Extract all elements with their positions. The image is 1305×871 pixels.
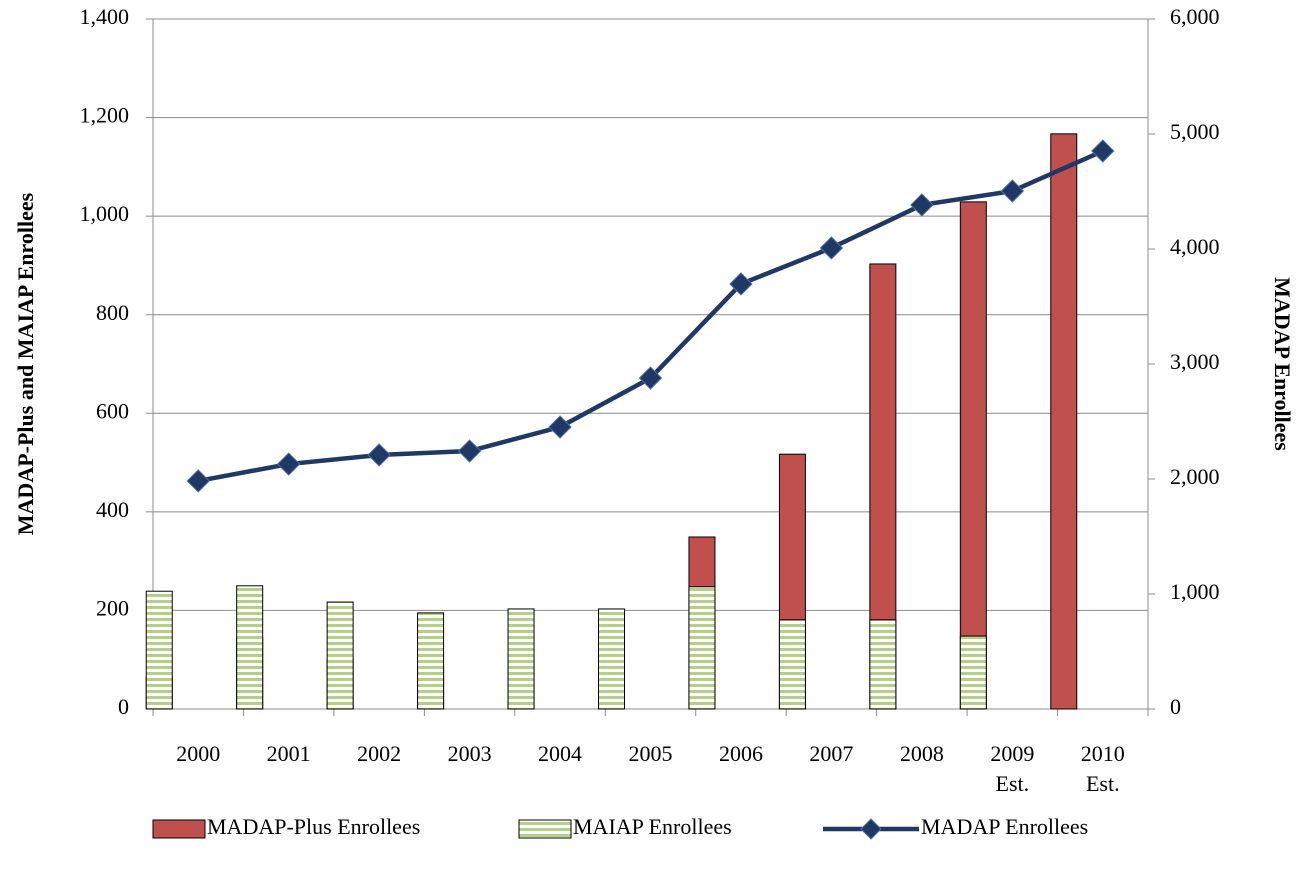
- legend-label: MADAP Enrollees: [921, 814, 1088, 839]
- x-tick-label: 2003: [447, 741, 492, 766]
- legend-label: MAIAP Enrollees: [573, 814, 732, 839]
- bar: [598, 608, 625, 710]
- y-tick-label: 400: [96, 497, 129, 522]
- y-tick-label: 0: [118, 694, 129, 719]
- marker: [819, 236, 844, 260]
- y-tick-label: 200: [96, 595, 129, 620]
- y2-tick-label: 3,000: [1170, 349, 1220, 374]
- x-tick-label: 2005: [628, 741, 673, 766]
- y2-tick-label: 6,000: [1170, 4, 1220, 29]
- x-tick-label: 2006: [718, 741, 763, 766]
- marker: [729, 272, 753, 296]
- legend-label: MADAP-Plus Enrollees: [207, 814, 420, 839]
- marker: [367, 443, 391, 467]
- y2-axis-title: MADAP Enrollees: [1270, 277, 1295, 451]
- bar: [869, 619, 897, 710]
- y-tick-label: 600: [96, 398, 129, 423]
- bar: [326, 601, 354, 710]
- y2-tick-label: 0: [1170, 694, 1181, 719]
- y-tick-label: 800: [96, 300, 129, 325]
- legend-swatch: [518, 819, 572, 839]
- bar: [417, 612, 445, 710]
- y-tick-label: 1,200: [80, 103, 130, 128]
- x-tick-label: 2009 Est.: [990, 741, 1035, 796]
- x-tick-label: 2004: [538, 741, 583, 766]
- marker: [910, 193, 934, 217]
- bar: [1050, 133, 1078, 710]
- marker: [1091, 139, 1115, 163]
- marker: [1000, 179, 1025, 203]
- y-tick-label: 1,400: [80, 4, 130, 29]
- legend-marker: [860, 818, 882, 840]
- bar: [236, 585, 264, 710]
- y-axis-title: MADAP-Plus and MAIAP Enrollees: [13, 192, 38, 535]
- marker: [457, 439, 482, 463]
- x-tick-label: 2002: [357, 741, 402, 766]
- marker: [638, 366, 663, 390]
- bar: [959, 201, 987, 710]
- x-tick-label: 2001: [266, 741, 311, 766]
- x-tick-label: 2010 Est.: [1080, 741, 1125, 796]
- bar: [959, 635, 987, 710]
- x-tick-label: 2008: [899, 741, 944, 766]
- marker: [186, 469, 210, 493]
- x-tick-label: 2000: [176, 741, 221, 766]
- legend-swatch: [152, 819, 206, 839]
- bar: [778, 619, 806, 710]
- marker: [548, 415, 572, 439]
- y2-tick-label: 1,000: [1170, 579, 1220, 604]
- y2-tick-label: 4,000: [1170, 234, 1220, 259]
- marker: [276, 452, 301, 476]
- y2-tick-label: 5,000: [1170, 119, 1220, 144]
- bar: [688, 586, 716, 710]
- y-tick-label: 1,000: [80, 201, 130, 226]
- y2-tick-label: 2,000: [1170, 464, 1220, 489]
- x-tick-label: 2007: [809, 741, 854, 766]
- bar: [145, 590, 173, 710]
- bar: [507, 608, 535, 710]
